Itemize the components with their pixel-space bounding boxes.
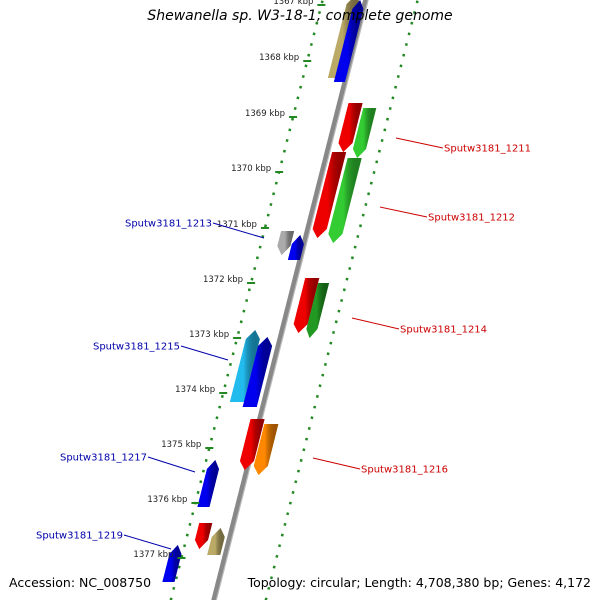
gene-1219[interactable] <box>162 545 182 582</box>
gene-1219-shade <box>162 545 182 582</box>
length-label: Length: <box>364 575 412 590</box>
gene-1212a-shade <box>312 152 347 238</box>
gene-1219b-shade <box>207 528 225 555</box>
tick-label: 1368 kbp <box>259 53 299 63</box>
gene-1216-shade <box>253 424 279 475</box>
tick-label: 1375 kbp <box>161 440 201 450</box>
gene-label[interactable]: Sputw3181_1219 <box>36 531 123 542</box>
leader-line <box>123 534 172 550</box>
gene-1215-shade <box>229 330 260 402</box>
genes-value: 4,172 <box>555 575 591 590</box>
tick-label: 1374 kbp <box>175 385 215 395</box>
tick-label: 1376 kbp <box>147 495 187 505</box>
gene-1210[interactable] <box>333 0 364 82</box>
accession-value: NC_008750 <box>79 575 152 590</box>
gene-label[interactable]: Sputw3181_1212 <box>428 213 515 224</box>
gene-1217[interactable] <box>197 460 219 507</box>
accession-info: Accession: NC_008750 <box>9 575 151 590</box>
gene-1214a-shade <box>293 278 320 333</box>
gene-label-group[interactable]: Sputw3181_1212 <box>379 206 515 224</box>
gene-1213-shade <box>287 235 304 260</box>
gene-1211-shade <box>353 108 377 158</box>
length-value: 4,708,380 bp <box>415 575 500 590</box>
gene-label[interactable]: Sputw3181_1213 <box>125 219 212 230</box>
gene-label-group[interactable]: Sputw3181_1215 <box>93 342 229 361</box>
gene-1214[interactable] <box>306 283 330 338</box>
gene-1216a-shade <box>240 419 265 470</box>
gene-label-group[interactable]: Sputw3181_1219 <box>36 531 172 550</box>
tick-label: 1373 kbp <box>189 330 229 340</box>
gene-1212[interactable] <box>328 158 362 243</box>
gene-1212-shade <box>328 158 362 243</box>
backbone-line <box>210 0 369 604</box>
leader-line <box>180 345 229 361</box>
leader-line <box>147 456 196 473</box>
gene-label[interactable]: Sputw3181_1211 <box>444 144 531 155</box>
gene-label-group[interactable]: Sputw3181_1211 <box>395 137 531 155</box>
gene-label[interactable]: Sputw3181_1215 <box>93 342 180 353</box>
topology-value: circular <box>310 575 357 590</box>
gene-1214-shade <box>306 283 330 338</box>
gene-label[interactable]: Sputw3181_1216 <box>361 465 448 476</box>
gene-1210-shade <box>333 0 364 82</box>
gene-1218-shade <box>195 523 213 549</box>
ring-inner-dotted <box>168 0 324 604</box>
backbone-highlight <box>214 0 369 604</box>
leader-line <box>351 317 400 330</box>
gene-1211a-shade <box>338 103 363 152</box>
label-layer[interactable]: Sputw3181_1211 Sputw3181_1212 Sputw3181_12… <box>36 137 531 550</box>
leader-line <box>212 222 265 239</box>
gene-1213a[interactable] <box>277 231 295 255</box>
gene-1212a[interactable] <box>312 152 347 238</box>
leader-line <box>379 206 428 218</box>
leader-line <box>312 457 361 470</box>
gene-layer[interactable] <box>162 0 377 582</box>
genes-label: Genes: <box>507 575 552 590</box>
gene-1211a[interactable] <box>338 103 363 152</box>
gene-1213[interactable] <box>287 235 304 260</box>
gene-label-group[interactable]: Sputw3181_1214 <box>351 317 487 336</box>
tick-label: 1372 kbp <box>203 275 243 285</box>
gene-1215[interactable] <box>229 330 260 402</box>
ring-layer <box>168 0 419 604</box>
gene-1215b[interactable] <box>242 337 273 407</box>
gene-1214a[interactable] <box>293 278 320 333</box>
map-title: Shewanella sp. W3-18-1, complete genome <box>147 8 453 24</box>
ring-outer-dotted <box>263 0 419 604</box>
gene-1216a[interactable] <box>240 419 265 470</box>
gene-1215b-shade <box>242 337 273 407</box>
gene-1218[interactable] <box>195 523 213 549</box>
gene-1217-shade <box>197 460 219 507</box>
gene-1211[interactable] <box>353 108 377 158</box>
tick-label: 1369 kbp <box>245 109 285 119</box>
gene-label[interactable]: Sputw3181_1217 <box>60 453 147 464</box>
tick-label: 1370 kbp <box>231 164 271 174</box>
gene-label-group[interactable]: Sputw3181_1216 <box>312 457 448 476</box>
gene-1213a-shade <box>277 231 295 255</box>
leader-line <box>395 137 444 149</box>
gene-label-group[interactable]: Sputw3181_1213 <box>125 219 265 239</box>
gene-1216[interactable] <box>253 424 279 475</box>
accession-label: Accession: <box>9 575 76 590</box>
tick-layer: 1367 kbp 1368 kbp 1369 kbp 1370 kbp 1371 kbp… <box>133 0 326 560</box>
gene-1219b[interactable] <box>207 528 225 555</box>
gene-label-group[interactable]: Sputw3181_1217 <box>60 453 196 473</box>
tick-label: 1371 kbp <box>217 220 257 230</box>
tick-label: 1367 kbp <box>273 0 313 7</box>
gene-label[interactable]: Sputw3181_1214 <box>400 325 487 336</box>
tick-label: 1377 kbp <box>133 550 173 560</box>
topology-label: Topology: <box>247 575 307 590</box>
genome-summary: Topology: circular; Length: 4,708,380 bp… <box>247 575 591 590</box>
